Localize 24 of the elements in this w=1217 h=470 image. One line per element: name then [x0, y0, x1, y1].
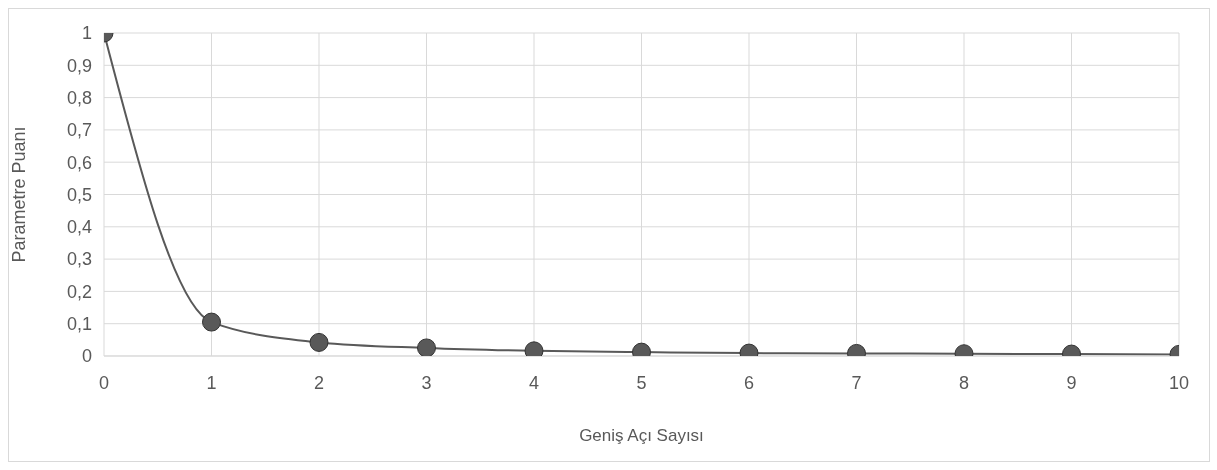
- y-tick-label: 0,8: [66, 87, 92, 108]
- x-tick-label: 1: [206, 372, 217, 393]
- x-tick-label: 7: [851, 372, 862, 393]
- x-tick-label: 8: [958, 372, 970, 393]
- x-tick-label: 5: [636, 372, 647, 393]
- y-tick-label: 0,2: [66, 281, 92, 302]
- y-tick-label: 0,9: [66, 55, 92, 76]
- x-tick-label: 0: [98, 372, 110, 393]
- y-tick-label: 0,6: [66, 152, 92, 173]
- y-tick-label: 1: [81, 23, 92, 44]
- y-tick-label: 0,7: [66, 120, 92, 141]
- x-tick-label: 3: [421, 372, 432, 393]
- y-tick-label: 0,5: [66, 184, 92, 205]
- y-tick-label: 0,4: [66, 217, 92, 238]
- x-axis-title: Geniş Açı Sayısı: [579, 426, 704, 445]
- x-tick-label: 10: [1168, 372, 1190, 393]
- y-tick-label: 0,1: [66, 314, 92, 335]
- y-axis-title: Parametre Puanı: [9, 126, 30, 263]
- y-tick-label: 0: [81, 346, 92, 367]
- x-tick-label: 2: [313, 372, 325, 393]
- x-tick-label: 4: [528, 372, 540, 393]
- y-tick-label: 0,3: [66, 249, 92, 270]
- x-tick-label: 9: [1066, 372, 1077, 393]
- x-tick-label: 6: [743, 372, 755, 393]
